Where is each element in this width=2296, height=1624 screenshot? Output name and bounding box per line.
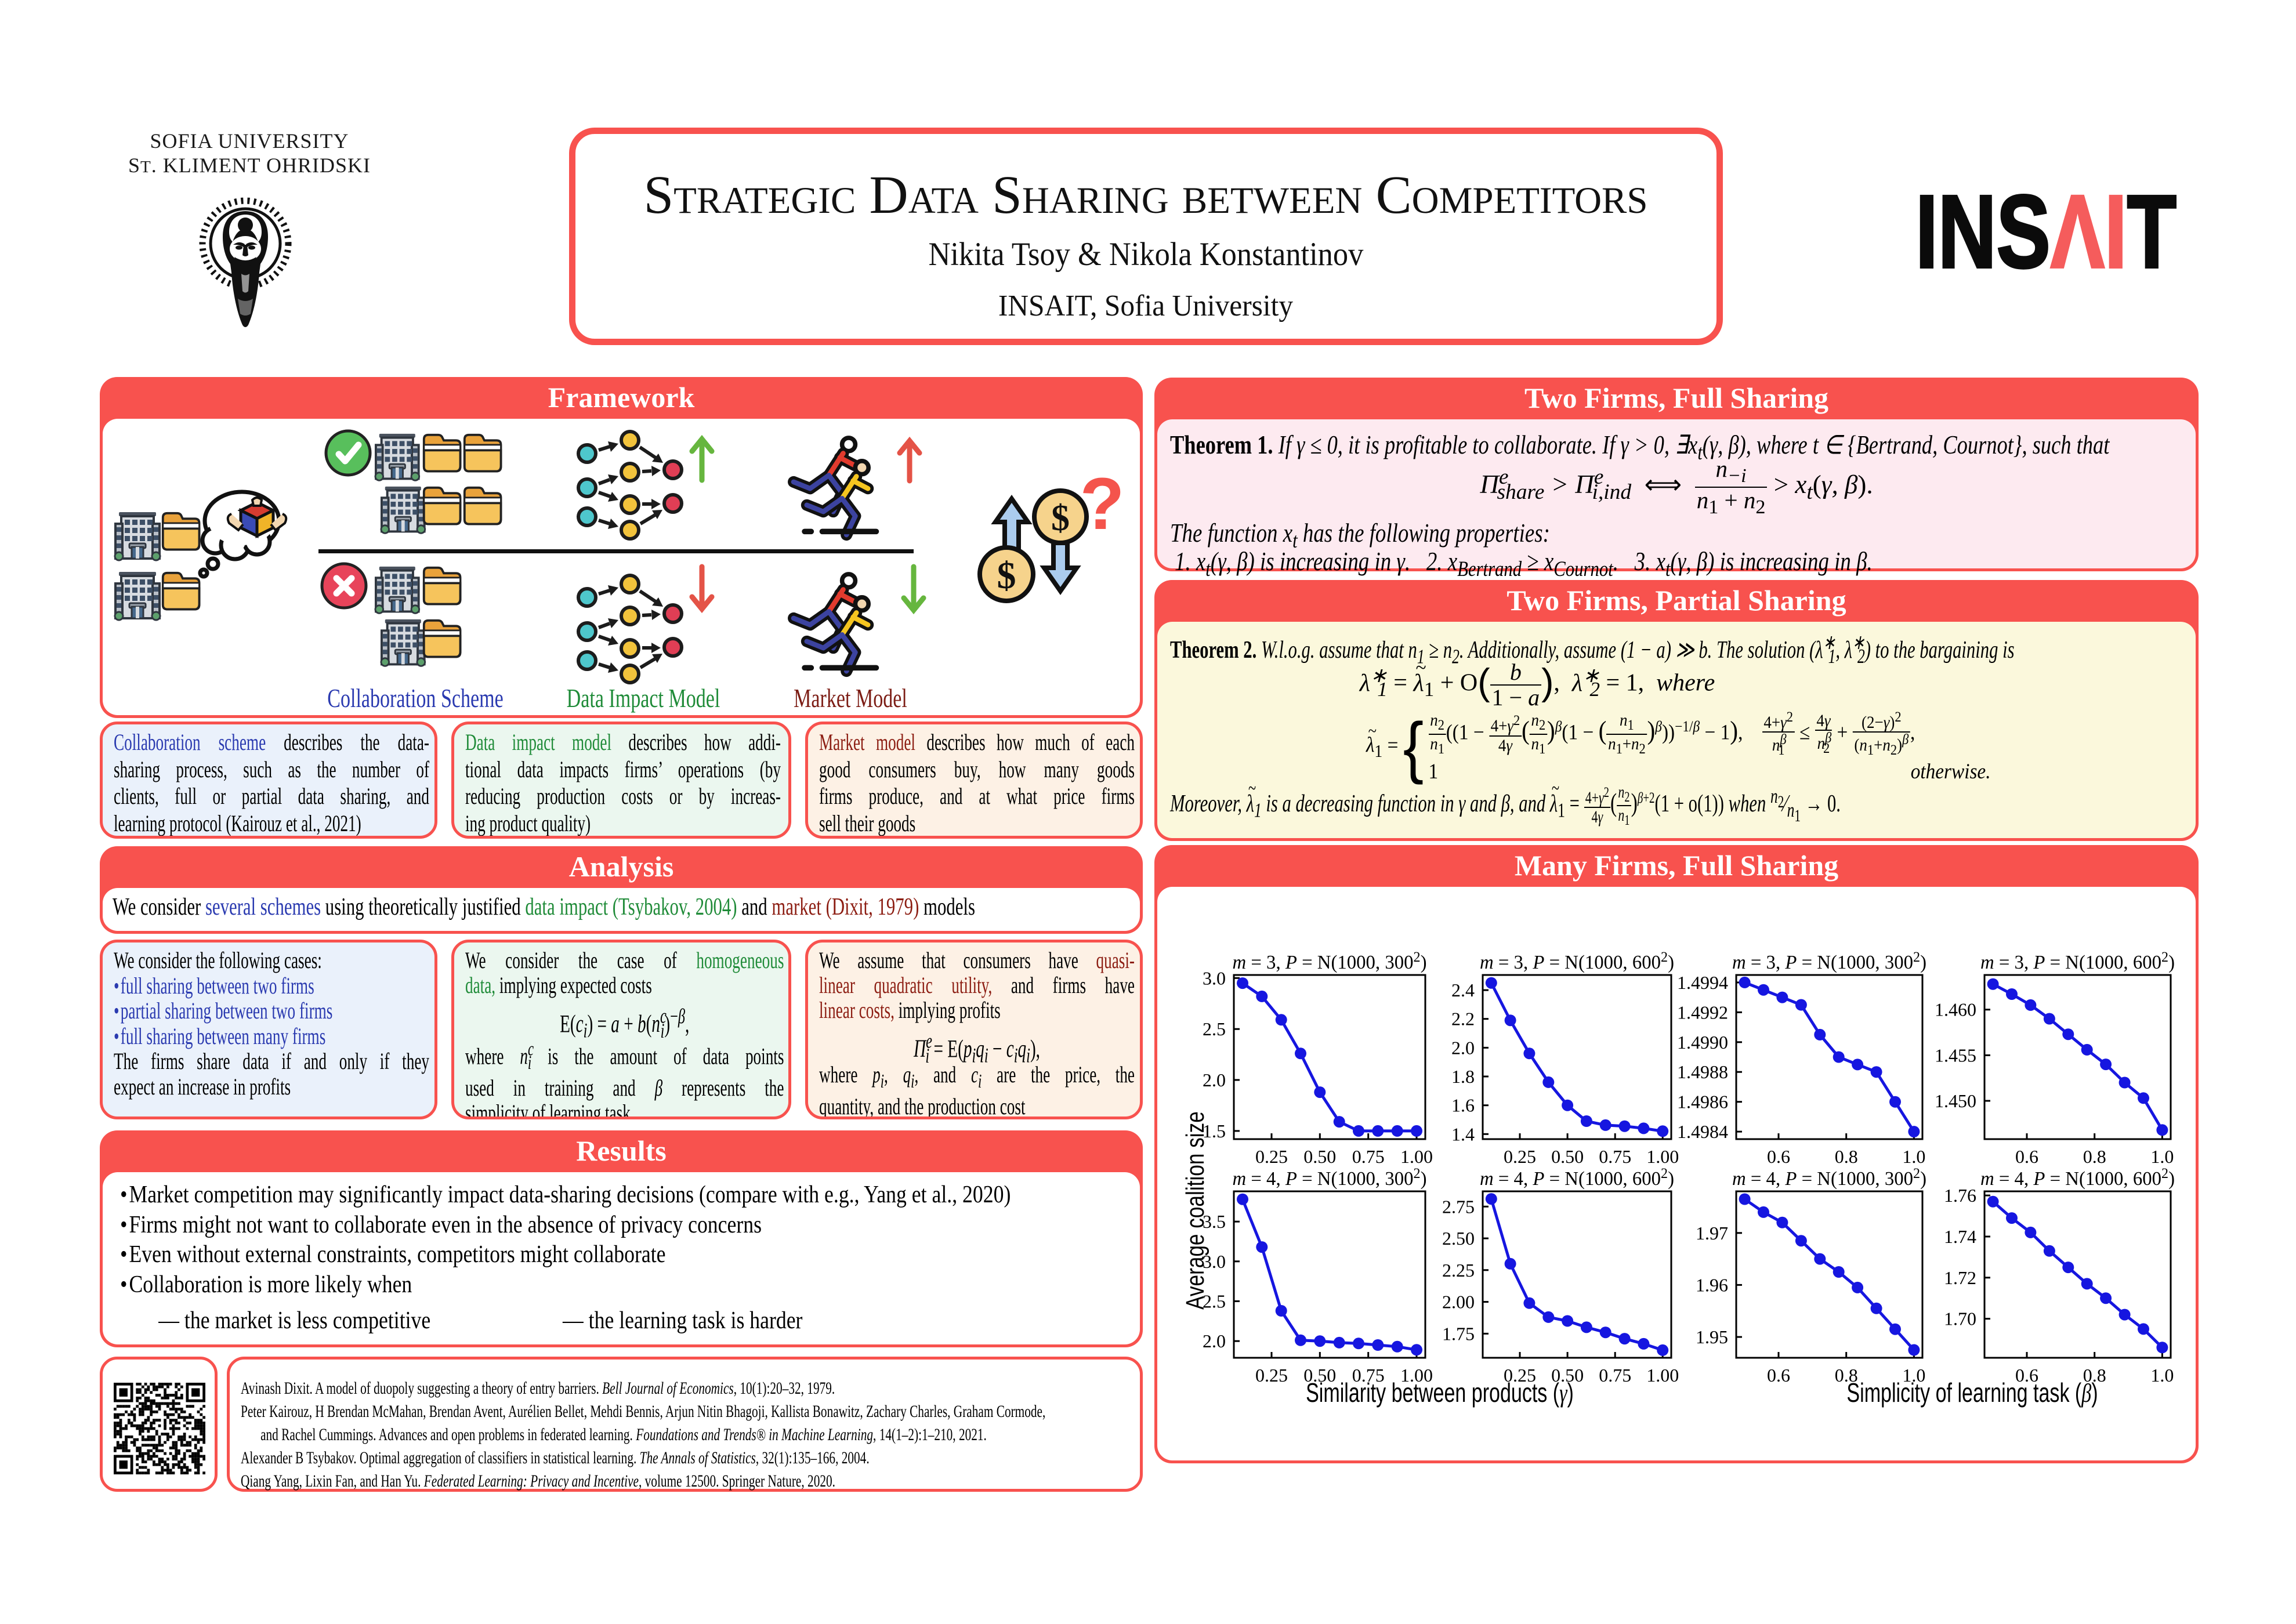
svg-text:0.75: 0.75	[1352, 1146, 1385, 1167]
svg-text:2.4: 2.4	[1451, 980, 1475, 1000]
svg-text:1.76: 1.76	[1944, 1185, 1976, 1206]
svg-text:0.75: 0.75	[1352, 1365, 1385, 1386]
svg-text:m = 3, P = N(1000, 6002): m = 3, P = N(1000, 6002)	[1980, 949, 2175, 973]
svg-text:1.460: 1.460	[1935, 999, 1976, 1020]
svg-text:0.6: 0.6	[1767, 1146, 1790, 1167]
svg-text:1.96: 1.96	[1696, 1274, 1728, 1295]
svg-text:0.8: 0.8	[2083, 1365, 2106, 1386]
svg-text:0.25: 0.25	[1255, 1365, 1288, 1386]
svg-text:2.75: 2.75	[1442, 1196, 1475, 1217]
svg-text:3.5: 3.5	[1203, 1211, 1226, 1232]
svg-text:1.0: 1.0	[2150, 1146, 2174, 1167]
svg-text:1.4990: 1.4990	[1677, 1032, 1728, 1053]
svg-text:0.6: 0.6	[1767, 1365, 1790, 1386]
svg-text:?: ?	[1080, 463, 1125, 545]
svg-text:m = 3, P = N(1000, 3002): m = 3, P = N(1000, 3002)	[1732, 949, 1926, 973]
svg-text:1.4986: 1.4986	[1677, 1092, 1728, 1112]
svg-text:1.0: 1.0	[2150, 1365, 2174, 1386]
svg-text:1.450: 1.450	[1935, 1090, 1976, 1111]
svg-text:0.50: 0.50	[1551, 1146, 1584, 1167]
svg-text:0.50: 0.50	[1303, 1146, 1336, 1167]
svg-text:2.5: 2.5	[1203, 1291, 1226, 1312]
svg-text:1.74: 1.74	[1944, 1226, 1976, 1247]
svg-text:3.0: 3.0	[1203, 1251, 1226, 1272]
svg-text:1.0: 1.0	[1902, 1365, 1925, 1386]
svg-text:0.6: 0.6	[2015, 1365, 2038, 1386]
svg-text:2.0: 2.0	[1451, 1037, 1475, 1058]
svg-text:m = 4, P = N(1000, 3002): m = 4, P = N(1000, 3002)	[1732, 1166, 1926, 1190]
svg-text:1.6: 1.6	[1451, 1095, 1475, 1116]
svg-text:1.97: 1.97	[1696, 1223, 1728, 1244]
svg-text:2.50: 2.50	[1442, 1228, 1475, 1249]
svg-text:1.70: 1.70	[1944, 1308, 1976, 1329]
svg-text:1.4992: 1.4992	[1677, 1002, 1728, 1023]
svg-text:m = 3, P = N(1000, 6002): m = 3, P = N(1000, 6002)	[1480, 949, 1674, 973]
svg-text:0.8: 0.8	[2083, 1146, 2106, 1167]
svg-text:2.0: 2.0	[1203, 1070, 1226, 1090]
svg-text:0.25: 0.25	[1255, 1146, 1288, 1167]
svg-text:1.4984: 1.4984	[1677, 1121, 1728, 1142]
svg-text:0.25: 0.25	[1504, 1365, 1536, 1386]
svg-text:1.455: 1.455	[1935, 1045, 1976, 1065]
svg-text:2.2: 2.2	[1451, 1009, 1475, 1030]
svg-text:2.00: 2.00	[1442, 1292, 1475, 1313]
svg-text:1.95: 1.95	[1696, 1326, 1728, 1347]
svg-text:m = 4, P = N(1000, 3002): m = 4, P = N(1000, 3002)	[1233, 1166, 1427, 1190]
svg-text:0.6: 0.6	[2015, 1146, 2038, 1167]
svg-text:1.4994: 1.4994	[1677, 972, 1728, 993]
svg-text:2.0: 2.0	[1203, 1331, 1226, 1351]
svg-text:1.00: 1.00	[1646, 1365, 1679, 1386]
svg-text:1.0: 1.0	[1902, 1146, 1925, 1167]
svg-text:1.75: 1.75	[1442, 1323, 1475, 1344]
svg-text:2.25: 2.25	[1442, 1260, 1475, 1281]
svg-text:m = 4, P = N(1000, 6002): m = 4, P = N(1000, 6002)	[1480, 1166, 1674, 1190]
svg-text:0.75: 0.75	[1599, 1365, 1631, 1386]
svg-text:$: $	[997, 554, 1016, 597]
svg-text:1.5: 1.5	[1203, 1121, 1226, 1141]
svg-text:1.72: 1.72	[1944, 1267, 1976, 1288]
svg-text:0.75: 0.75	[1599, 1146, 1631, 1167]
svg-text:0.50: 0.50	[1303, 1365, 1336, 1386]
svg-text:1.00: 1.00	[1400, 1146, 1433, 1167]
svg-text:0.25: 0.25	[1504, 1146, 1536, 1167]
svg-text:0.8: 0.8	[1835, 1365, 1858, 1386]
svg-text:1.8: 1.8	[1451, 1066, 1475, 1087]
svg-text:$: $	[1051, 497, 1070, 538]
svg-text:1.00: 1.00	[1400, 1365, 1433, 1386]
svg-text:m = 4, P = N(1000, 6002): m = 4, P = N(1000, 6002)	[1980, 1166, 2175, 1190]
svg-text:1.00: 1.00	[1646, 1146, 1679, 1167]
svg-text:3.0: 3.0	[1203, 967, 1226, 988]
svg-text:0.50: 0.50	[1551, 1365, 1584, 1386]
svg-text:1.4: 1.4	[1451, 1123, 1475, 1144]
svg-text:1.4988: 1.4988	[1677, 1061, 1728, 1082]
svg-text:2.5: 2.5	[1203, 1018, 1226, 1039]
svg-text:m = 3, P = N(1000, 3002): m = 3, P = N(1000, 3002)	[1233, 949, 1427, 973]
svg-text:0.8: 0.8	[1835, 1146, 1858, 1167]
